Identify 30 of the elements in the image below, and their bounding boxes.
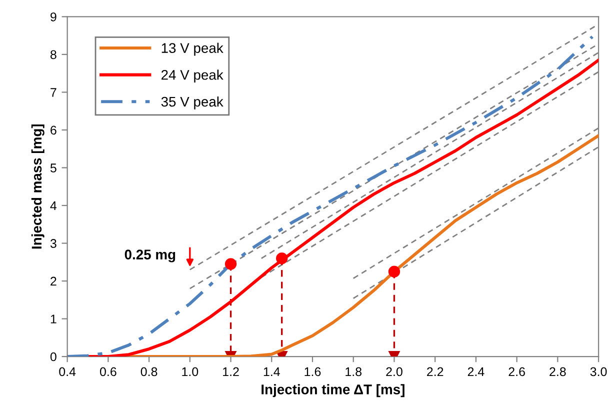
y-tick-label: 6 bbox=[50, 126, 56, 135]
x-tick-label: 0.4 bbox=[59, 367, 76, 376]
x-tick-label: 2.8 bbox=[550, 367, 566, 376]
legend-label: 24 V peak bbox=[161, 70, 224, 83]
legend-label: 35 V peak bbox=[161, 96, 224, 110]
x-tick-label: 1.6 bbox=[304, 367, 321, 376]
y-tick-label: 3 bbox=[50, 239, 56, 248]
x-tick-label: 2.4 bbox=[468, 367, 484, 376]
x-axis-title: Injection time ΔT [ms] bbox=[262, 384, 404, 398]
y-tick-label: 1 bbox=[50, 314, 56, 324]
y-tick-label: 8 bbox=[50, 50, 56, 60]
x-tick-label: 2.0 bbox=[386, 367, 402, 376]
x-tick-label: 1.4 bbox=[264, 367, 280, 376]
y-tick-label: 5 bbox=[50, 164, 56, 172]
x-tick-label: 1.8 bbox=[346, 367, 362, 376]
y-axis-title: Injected mass [mg] bbox=[31, 124, 44, 249]
x-tick-label: 0.6 bbox=[100, 367, 116, 376]
x-tick-label: 2.2 bbox=[427, 367, 444, 376]
x-tick-label: 0.8 bbox=[140, 367, 158, 376]
y-tick-label: 4 bbox=[50, 201, 57, 210]
y-tick-label: 9 bbox=[50, 12, 56, 22]
x-tick-label: 1.2 bbox=[223, 367, 239, 376]
x-tick-label: 3.0 bbox=[590, 367, 607, 376]
annotation: 0.25 mg bbox=[124, 250, 176, 262]
x-tick-label: 1.0 bbox=[182, 367, 198, 376]
x-tick-label: 2.6 bbox=[508, 367, 525, 376]
y-tick-label: 0 bbox=[50, 352, 56, 362]
y-tick-label: 2 bbox=[50, 276, 56, 286]
y-tick-label: 7 bbox=[50, 88, 56, 97]
legend-label: 13 V peak bbox=[162, 42, 224, 56]
